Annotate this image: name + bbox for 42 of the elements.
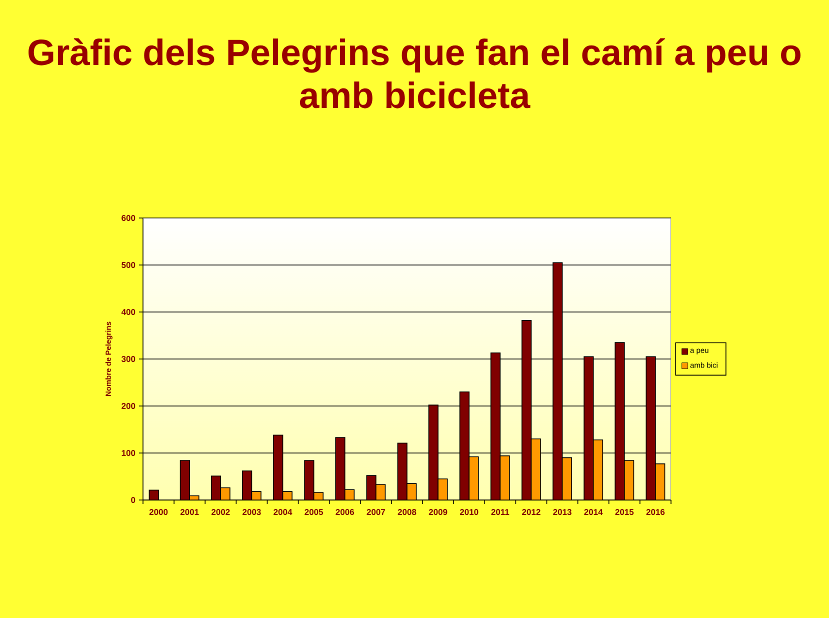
bar: [552, 262, 563, 500]
y-tick-label: 300: [121, 356, 136, 362]
x-tick-label: 2006: [336, 509, 354, 516]
bar: [273, 434, 284, 500]
bar: [459, 392, 470, 500]
bar: [562, 457, 572, 500]
bar: [584, 356, 594, 500]
bar: [655, 463, 666, 500]
x-tick-label: 2014: [584, 509, 603, 516]
x-tick-label: 2001: [180, 509, 199, 516]
bar: [397, 442, 408, 500]
x-tick-label: 2007: [366, 509, 386, 516]
x-tick-label: 2008: [398, 509, 416, 516]
bar: [522, 320, 532, 500]
bar: [490, 352, 501, 500]
x-tick-label: 2005: [304, 509, 324, 516]
x-tick-label: 2016: [646, 509, 665, 516]
bar: [646, 356, 656, 500]
bar: [614, 342, 625, 500]
x-tick-label: 2012: [522, 509, 540, 516]
bar: [592, 439, 604, 500]
x-tick-label: 2002: [211, 509, 230, 516]
y-tick-label: 200: [122, 402, 136, 409]
y-tick-label: 100: [122, 450, 136, 456]
x-tick-label: 2015: [615, 509, 634, 516]
y-tick-label: 500: [122, 262, 136, 268]
bar: [500, 455, 510, 500]
x-tick-label: 2000: [149, 509, 168, 516]
bar: [530, 438, 541, 500]
bar: [335, 437, 346, 500]
bar: [428, 404, 438, 500]
y-tick-label: 600: [122, 214, 136, 221]
x-tick-label: 2009: [428, 509, 448, 516]
x-tick-label: 2010: [460, 509, 478, 516]
x-tick-label: 2004: [274, 509, 292, 516]
x-tick-label: 2013: [553, 509, 572, 516]
bar: [468, 456, 479, 500]
x-tick-label: 2011: [491, 509, 510, 516]
x-tick-label: 2003: [242, 509, 261, 516]
chart-title: Gràfic dels Pelegrins que fan el camí a peu o amb bicicleta: [28, 38, 800, 108]
y-tick-label: 0: [131, 496, 136, 503]
y-tick-label: 400: [121, 308, 136, 315]
